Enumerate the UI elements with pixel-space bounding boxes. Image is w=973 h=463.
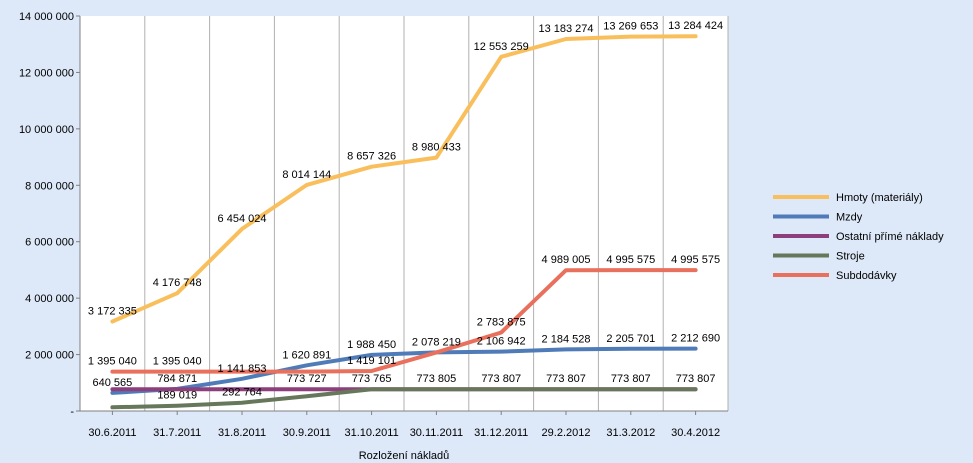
data-label: 4 995 575 — [606, 254, 655, 266]
y-tick-label: 8 000 000 — [25, 180, 74, 192]
data-label: 13 284 424 — [668, 20, 723, 32]
x-axis-title: Rozložení nákladů — [359, 450, 450, 462]
data-label: 773 727 — [287, 373, 327, 385]
data-label: 2 205 701 — [606, 333, 655, 345]
data-label: 2 212 690 — [671, 333, 720, 345]
legend-label: Mzdy — [836, 212, 863, 224]
series-line-3 — [110, 387, 698, 410]
data-label: 189 019 — [157, 390, 197, 402]
y-tick-label: 12 000 000 — [19, 67, 74, 79]
data-label: 2 184 528 — [542, 333, 591, 345]
legend-label: Hmoty (materiály) — [836, 192, 923, 204]
data-label: 773 807 — [546, 373, 586, 385]
x-tick-label: 31.3.2012 — [606, 427, 655, 439]
x-tick-label: 30.9.2011 — [283, 427, 331, 439]
data-label: 1 988 450 — [347, 339, 396, 351]
data-label: 773 807 — [481, 373, 521, 385]
x-tick-label: 29.2.2012 — [542, 427, 591, 439]
data-label: 292 764 — [222, 387, 262, 399]
legend-label: Subdodávky — [836, 270, 897, 282]
series-line-4 — [110, 268, 698, 374]
x-tick-label: 30.6.2011 — [88, 427, 136, 439]
x-tick-label: 31.10.2011 — [344, 427, 398, 439]
data-label: 13 269 653 — [603, 21, 658, 33]
data-label: 784 871 — [157, 373, 197, 385]
data-label: 1 395 040 — [88, 356, 137, 368]
x-tick-label: 30.4.2012 — [671, 427, 720, 439]
x-tick-label: 31.7.2011 — [153, 427, 201, 439]
series-line-1 — [110, 346, 698, 395]
x-tick-label: 31.8.2011 — [218, 427, 266, 439]
data-label: 1 141 853 — [218, 363, 267, 375]
y-tick-label: 14 000 000 — [19, 11, 74, 23]
data-label: 6 454 024 — [218, 213, 267, 225]
x-tick-label: 31.12.2011 — [474, 427, 528, 439]
series-line-0 — [110, 34, 698, 324]
y-tick-label: - — [70, 406, 74, 418]
data-label: 8 657 326 — [347, 151, 396, 163]
data-label: 773 807 — [611, 373, 651, 385]
y-tick-label: 2 000 000 — [25, 350, 74, 362]
y-tick-label: 4 000 000 — [25, 293, 74, 305]
data-label: 4 176 748 — [153, 277, 202, 289]
data-label: 640 565 — [93, 377, 133, 389]
data-label: 2 106 942 — [477, 336, 526, 348]
y-tick-label: 10 000 000 — [19, 124, 74, 136]
data-label: 13 183 274 — [538, 23, 593, 35]
data-label: 2 078 219 — [412, 336, 461, 348]
legend-label: Ostatní přímé náklady — [836, 231, 944, 243]
data-label: 4 995 575 — [671, 254, 720, 266]
legend-label: Stroje — [836, 251, 865, 263]
data-label: 1 419 101 — [347, 355, 396, 367]
data-label: 773 807 — [676, 373, 716, 385]
data-label: 8 014 144 — [282, 169, 331, 181]
data-label: 773 805 — [417, 373, 457, 385]
data-label: 8 980 433 — [412, 142, 461, 154]
x-tick-label: 30.11.2011 — [410, 427, 463, 439]
data-label: 773 765 — [352, 373, 392, 385]
y-tick-label: 6 000 000 — [25, 237, 74, 249]
data-label: 12 553 259 — [474, 41, 529, 53]
data-label: 3 172 335 — [88, 305, 137, 317]
data-label: 4 989 005 — [542, 254, 591, 266]
data-label: 1 395 040 — [153, 356, 202, 368]
data-label: 2 783 875 — [477, 316, 526, 328]
data-label: 1 620 891 — [282, 349, 331, 361]
